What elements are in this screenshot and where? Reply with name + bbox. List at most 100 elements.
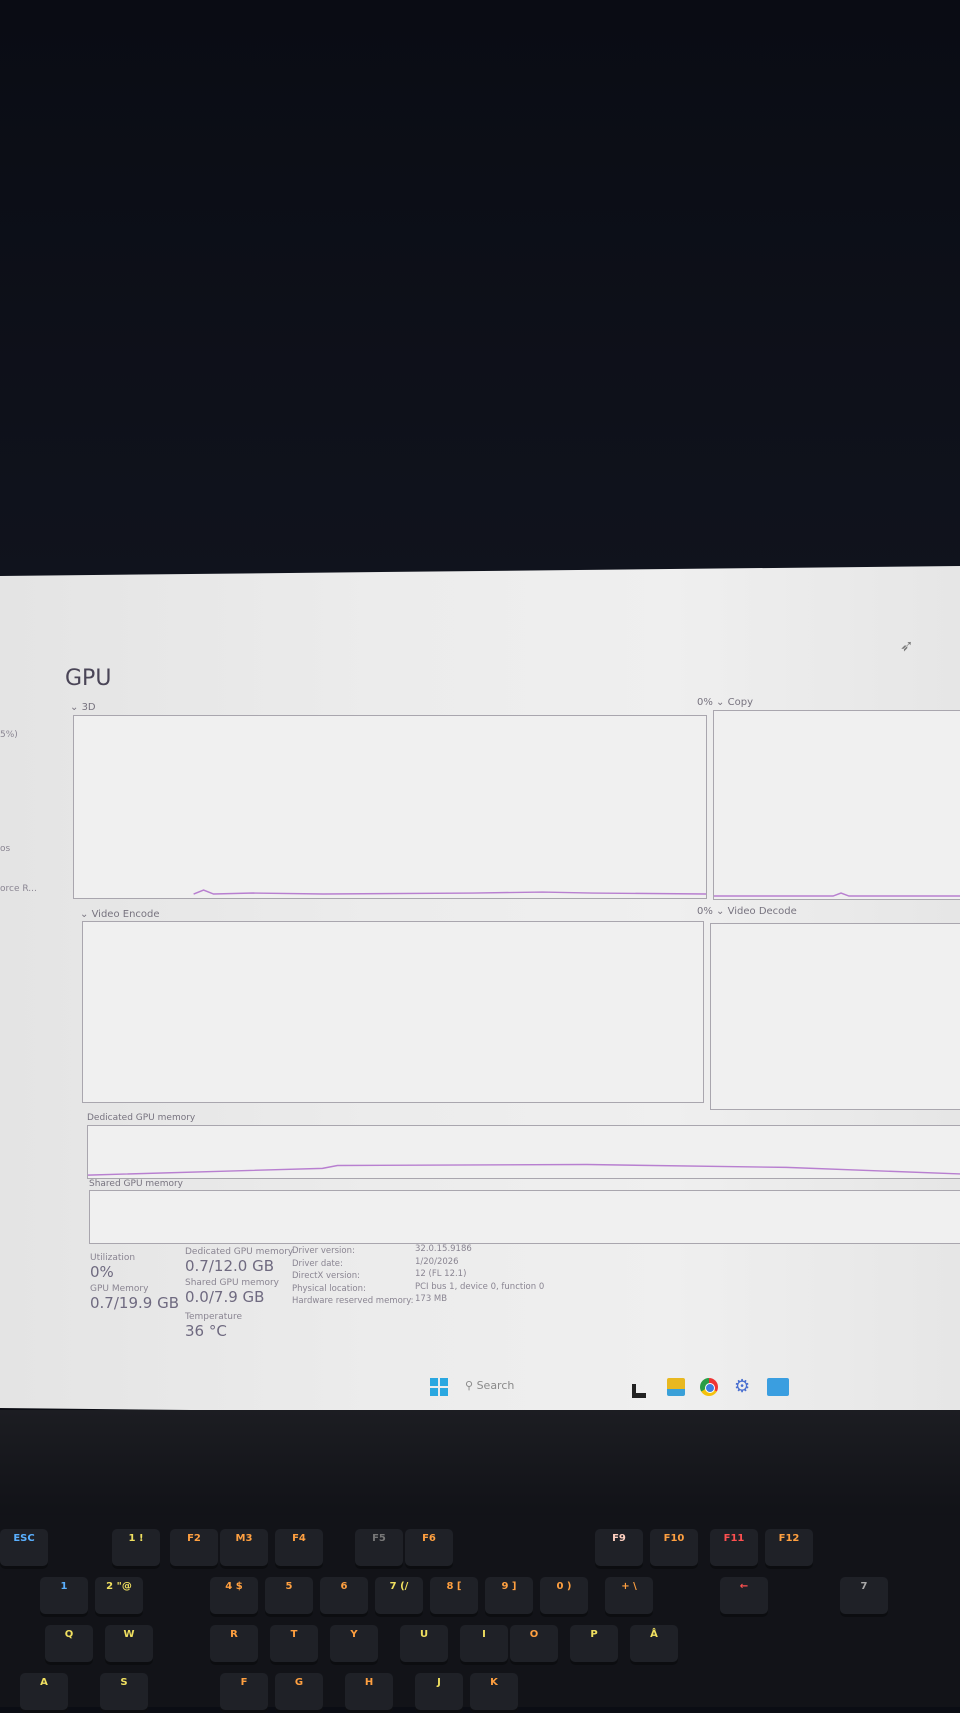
keyboard-key[interactable]: 2 "@: [95, 1577, 143, 1617]
stat-value: 36 °C: [185, 1322, 227, 1340]
keyboard-key[interactable]: F11: [710, 1529, 758, 1569]
graph-video-encode: [82, 921, 704, 1103]
info-value: 32.0.15.9186: [415, 1244, 472, 1254]
graph-copy: [713, 710, 960, 900]
keyboard-key[interactable]: 6: [320, 1577, 368, 1617]
stat-label: GPU Memory: [90, 1284, 149, 1294]
keyboard-key[interactable]: + \: [605, 1577, 653, 1617]
keyboard-key[interactable]: R: [210, 1625, 258, 1665]
info-value: PCI bus 1, device 0, function 0: [415, 1281, 545, 1292]
keyboard-key[interactable]: F2: [170, 1529, 218, 1569]
graph-label-shared-memory: Shared GPU memory: [89, 1179, 183, 1189]
keyboard-key[interactable]: ESC: [0, 1529, 48, 1569]
keyboard-key[interactable]: H: [345, 1673, 393, 1713]
keyboard-key[interactable]: 4 $: [210, 1577, 258, 1617]
taskbar: ⚲ Search ⚙: [0, 1366, 960, 1406]
graph-label-copy[interactable]: 0% ⌄ Copy: [697, 697, 753, 708]
mouse-cursor-icon: ➶: [900, 636, 914, 655]
keyboard-key[interactable]: 7: [840, 1577, 888, 1617]
info-label: Hardware reserved memory:: [292, 1296, 414, 1306]
keyboard-key[interactable]: W: [105, 1625, 153, 1665]
settings-icon[interactable]: ⚙: [734, 1376, 751, 1397]
keyboard-key[interactable]: Y: [330, 1625, 378, 1665]
graph-label-text: Video Decode: [727, 906, 797, 917]
keyboard-key[interactable]: F9: [595, 1529, 643, 1569]
stat-dedicated: Dedicated GPU memory 0.7/12.0 GB Shared …: [185, 1247, 293, 1340]
video-decode-percent: 0%: [697, 906, 713, 917]
keyboard-key[interactable]: A: [20, 1673, 68, 1713]
graph-label-dedicated-memory: Dedicated GPU memory: [87, 1113, 196, 1123]
sidebar-fragment[interactable]: os: [0, 844, 11, 854]
keyboard-key[interactable]: F10: [650, 1529, 698, 1569]
graph-3d: [73, 715, 707, 899]
sidebar-fragment[interactable]: 5%): [0, 730, 18, 740]
keyboard-key[interactable]: M3: [220, 1529, 268, 1569]
keyboard-key[interactable]: 7 (/: [375, 1577, 423, 1617]
info-labels: Driver version: Driver date: DirectX ver…: [292, 1245, 414, 1308]
stat-label: Shared GPU memory: [185, 1278, 279, 1288]
graph-dedicated-memory: [87, 1125, 960, 1179]
dark-background: [0, 0, 960, 580]
search-icon: ⚲: [465, 1379, 474, 1392]
keyboard-key[interactable]: G: [275, 1673, 323, 1713]
stat-label: Dedicated GPU memory: [185, 1247, 294, 1257]
search-placeholder: Search: [476, 1379, 515, 1392]
stat-label: Temperature: [185, 1312, 243, 1322]
graph-label-text: Copy: [727, 697, 753, 708]
info-label: DirectX version:: [292, 1271, 360, 1281]
sidebar-fragment[interactable]: orce R...: [0, 884, 37, 894]
keyboard-key[interactable]: F5: [355, 1529, 403, 1569]
info-values: 32.0.15.9186 1/20/2026 12 (FL 12.1) PCI …: [415, 1243, 544, 1306]
keyboard-key[interactable]: ←: [720, 1577, 768, 1617]
keyboard-key[interactable]: F: [220, 1673, 268, 1713]
keyboard-key[interactable]: T: [270, 1625, 318, 1665]
stat-utilization: Utilization 0% GPU Memory 0.7/19.9 GB: [90, 1253, 179, 1312]
keyboard-key[interactable]: F12: [765, 1529, 813, 1569]
keyboard-key[interactable]: I: [460, 1625, 508, 1665]
keyboard-key[interactable]: O: [510, 1625, 558, 1665]
stat-label: Utilization: [90, 1253, 136, 1263]
info-label: Physical location:: [292, 1283, 366, 1294]
graph-label-text: 3D: [81, 702, 96, 713]
keyboard-key[interactable]: Q: [45, 1625, 93, 1665]
keyboard-key[interactable]: 8 [: [430, 1577, 478, 1617]
graph-label-3d[interactable]: ⌄ 3D: [70, 702, 96, 713]
stat-value: 0%: [90, 1263, 114, 1281]
stat-value: 0.0/7.9 GB: [185, 1288, 265, 1306]
keyboard-key[interactable]: K: [470, 1673, 518, 1713]
info-value: 173 MB: [415, 1294, 448, 1304]
graph-shared-memory: [89, 1190, 960, 1244]
windows-start-icon[interactable]: [430, 1378, 448, 1396]
keyboard-key[interactable]: S: [100, 1673, 148, 1713]
keyboard-key[interactable]: F6: [405, 1529, 453, 1569]
keyboard-key[interactable]: P: [570, 1625, 618, 1665]
task-manager-window: 5%) os orce R... ➶ GPU ⌄ 3D 0% ⌄ Copy ⌄ …: [0, 566, 960, 1416]
photos-icon[interactable]: [767, 1378, 789, 1396]
taskbar-search[interactable]: ⚲ Search: [465, 1379, 514, 1392]
copy-percent: 0%: [697, 697, 713, 708]
keyboard-key[interactable]: J: [415, 1673, 463, 1713]
keyboard-key[interactable]: 5: [265, 1577, 313, 1617]
keyboard-key[interactable]: 0 ): [540, 1577, 588, 1617]
chrome-icon[interactable]: [700, 1378, 718, 1396]
graph-video-decode: [710, 923, 960, 1110]
info-value: 12 (FL 12.1): [415, 1269, 467, 1279]
graph-label-text: Video Encode: [91, 909, 160, 920]
keyboard-key[interactable]: Å: [630, 1625, 678, 1665]
graph-label-video-decode[interactable]: 0% ⌄ Video Decode: [697, 906, 797, 917]
info-label: Driver version:: [292, 1246, 355, 1256]
graph-label-video-encode[interactable]: ⌄ Video Encode: [80, 909, 160, 920]
page-title: GPU: [65, 666, 112, 691]
stat-value: 0.7/12.0 GB: [185, 1257, 274, 1275]
keyboard-key[interactable]: 1 !: [112, 1529, 160, 1569]
graph-dedicated-memory-line: [88, 1163, 960, 1176]
keyboard-key[interactable]: U: [400, 1625, 448, 1665]
terminal-icon[interactable]: [632, 1384, 646, 1398]
keyboard-key[interactable]: 1: [40, 1577, 88, 1617]
file-explorer-icon[interactable]: [667, 1378, 685, 1396]
stat-value: 0.7/19.9 GB: [90, 1294, 179, 1312]
keyboard-key[interactable]: 9 ]: [485, 1577, 533, 1617]
graph-copy-line: [714, 892, 960, 897]
keyboard-key[interactable]: F4: [275, 1529, 323, 1569]
graph-3d-line: [193, 889, 706, 895]
